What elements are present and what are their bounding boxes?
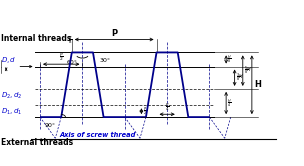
Text: $\frac{P}{4}$: $\frac{P}{4}$ [165,102,169,113]
Text: 60°: 60° [66,60,77,65]
Text: $\frac{H}{8}$: $\frac{H}{8}$ [227,54,232,65]
Text: $D_1, d_1$: $D_1, d_1$ [1,107,23,117]
Text: 90°: 90° [45,123,56,128]
Text: $\frac{3}{8}H$: $\frac{3}{8}H$ [236,72,244,83]
Text: $\frac{P}{2}$: $\frac{P}{2}$ [143,105,147,117]
Text: $\frac{5}{8}H$: $\frac{5}{8}H$ [244,65,252,76]
Text: Axis of screw thread: Axis of screw thread [60,132,136,138]
Text: $D_2, d_2$: $D_2, d_2$ [1,91,23,101]
Text: $\frac{H}{4}$: $\frac{H}{4}$ [227,97,232,109]
Text: $D, d$: $D, d$ [1,55,17,65]
Text: $\frac{P}{2}$: $\frac{P}{2}$ [59,51,64,63]
Text: $\frac{P}{8}$: $\frac{P}{8}$ [68,34,73,46]
Text: 30°: 30° [99,58,110,63]
Text: External threads: External threads [1,138,74,147]
Text: P: P [111,29,117,38]
Text: Internal threads: Internal threads [1,35,72,43]
Text: H: H [254,80,261,89]
